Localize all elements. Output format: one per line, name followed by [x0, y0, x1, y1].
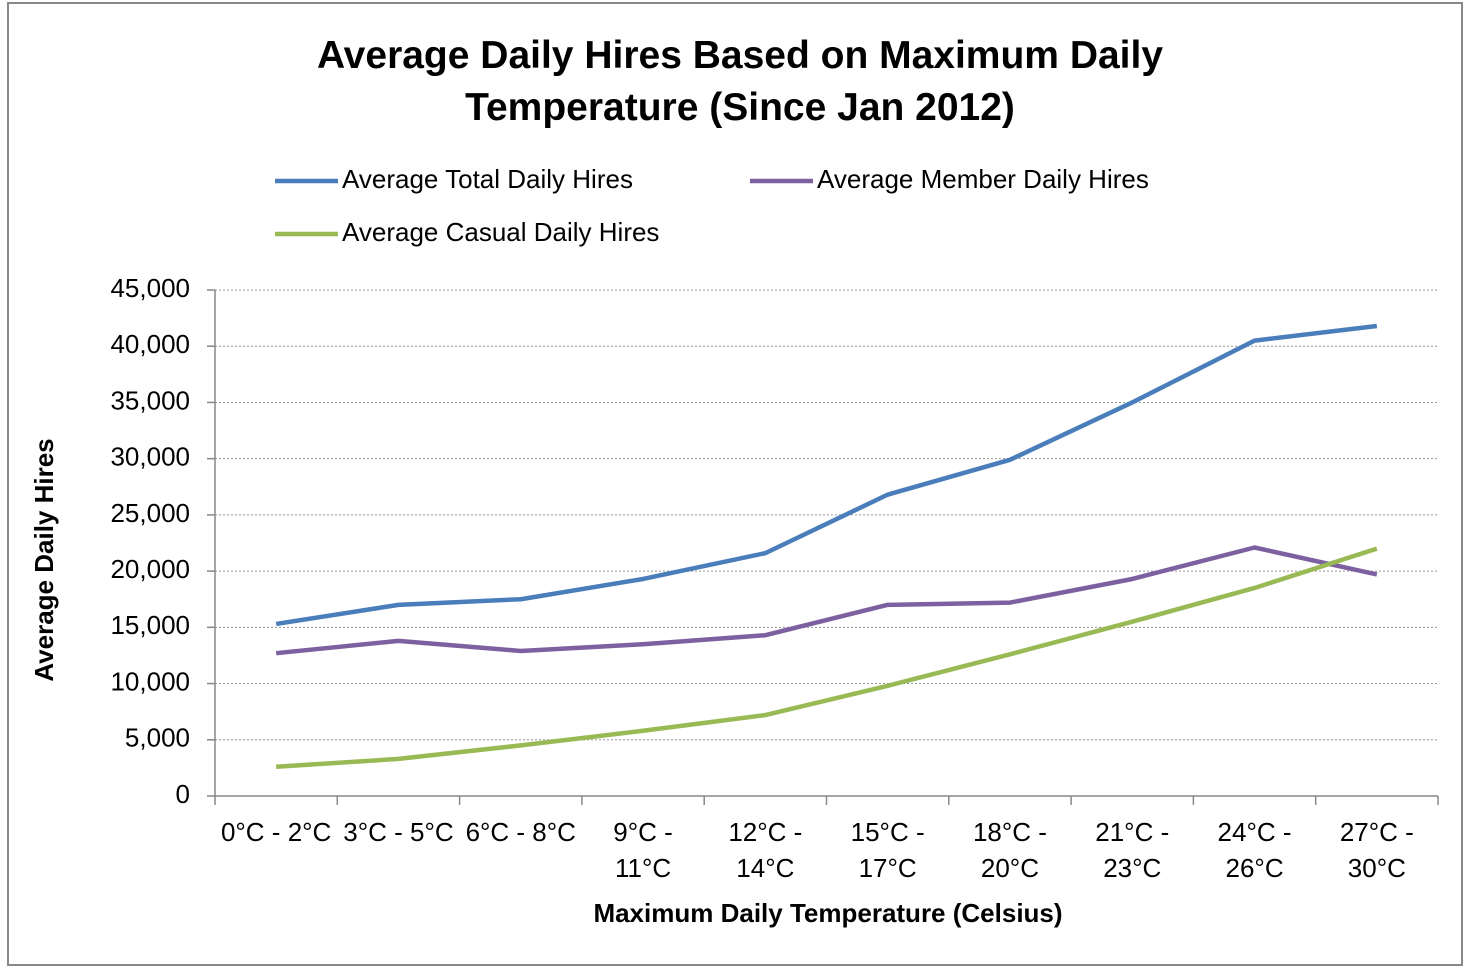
y-tick-label: 30,000	[110, 442, 190, 472]
series-line	[275, 545, 1378, 656]
x-tick-label: 3°C - 5°C	[343, 817, 454, 847]
series-line	[276, 546, 1378, 770]
legend-label: Average Casual Daily Hires	[342, 217, 659, 247]
y-tick-label: 20,000	[110, 554, 190, 584]
x-tick-label: 18°C - 20°C	[972, 817, 1047, 883]
chart-border	[7, 2, 1463, 966]
legend-label: Average Total Daily Hires	[342, 164, 633, 194]
x-tick-label: 21°C - 23°C	[1095, 817, 1170, 883]
y-tick-label: 45,000	[110, 273, 190, 303]
y-tick-label: 35,000	[110, 385, 190, 415]
x-tick-label: 9°C - 11°C	[613, 817, 673, 883]
y-tick-label: 15,000	[110, 610, 190, 640]
x-tick-label: 12°C - 14°C	[728, 817, 803, 883]
y-tick-label: 5,000	[125, 723, 190, 753]
chart-title: Average Daily Hires Based on Maximum Dai…	[316, 34, 1164, 129]
x-tick-label: 6°C - 8°C	[465, 817, 576, 847]
x-tick-label: 15°C - 17°C	[850, 817, 925, 883]
series-line	[275, 323, 1378, 627]
y-tick-label: 40,000	[110, 329, 190, 359]
legend-label: Average Member Daily Hires	[817, 164, 1149, 194]
y-tick-label: 10,000	[110, 666, 190, 696]
y-axis-label: Average Daily Hires	[29, 438, 59, 681]
x-axis-label: Maximum Daily Temperature (Celsius)	[593, 898, 1062, 928]
x-tick-label: 24°C - 26°C	[1217, 817, 1292, 883]
y-tick-label: 0	[176, 779, 190, 809]
x-tick-label: 27°C - 30°C	[1339, 817, 1414, 883]
y-tick-label: 25,000	[110, 498, 190, 528]
x-tick-label: 0°C - 2°C	[220, 817, 332, 847]
